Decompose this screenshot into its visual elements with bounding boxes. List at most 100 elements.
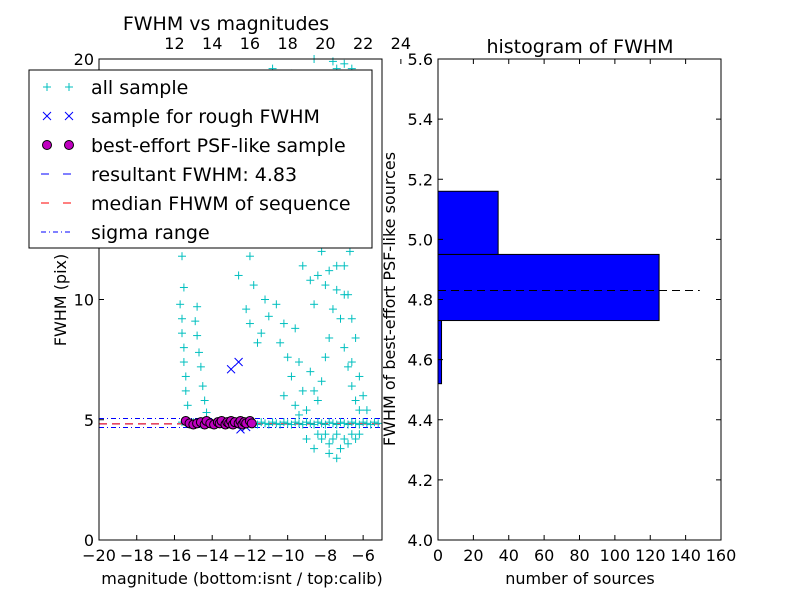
point-all-sample	[179, 283, 188, 292]
point-all-sample	[306, 276, 315, 285]
histogram-bar	[437, 320, 443, 385]
point-all-sample	[345, 247, 354, 256]
point-rough-sample	[226, 364, 236, 374]
point-all-sample	[194, 348, 203, 357]
legend-marker-x	[42, 111, 74, 121]
point-all-sample	[321, 281, 330, 290]
point-all-sample	[347, 418, 356, 427]
point-all-sample	[245, 319, 254, 328]
left-top-tick-label: 16	[240, 34, 260, 53]
legend-label-resultant-fwhm: resultant FWHM: 4.83	[91, 164, 297, 186]
left-x-tick-label: −16	[158, 546, 192, 565]
right-y-tick-label: 5.0	[408, 230, 433, 249]
right-panel: histogram of FWHM 0 20 40 60 80 100 120 140 160 …	[380, 36, 736, 588]
left-y-tick-label: 0	[84, 531, 94, 550]
left-x-tick-label: −18	[120, 546, 154, 565]
point-all-sample	[325, 333, 334, 342]
left-y-tick-label: 5	[84, 411, 94, 430]
point-all-sample	[359, 391, 368, 400]
point-all-sample	[249, 281, 258, 290]
left-x-tick-label: −14	[195, 546, 229, 565]
point-all-sample	[325, 418, 334, 427]
right-x-tick-label: 40	[499, 546, 519, 565]
point-all-sample	[279, 418, 288, 427]
point-all-sample	[179, 343, 188, 352]
point-all-sample	[294, 358, 303, 367]
right-y-axis: 4.0 4.2 4.4 4.6 4.8 5.0 5.2 5.4 5.6	[408, 50, 721, 550]
histogram-bars	[437, 190, 660, 385]
point-all-sample	[268, 418, 277, 427]
point-all-sample	[336, 314, 345, 323]
point-all-sample	[302, 406, 311, 415]
point-all-sample	[253, 338, 262, 347]
point-all-sample	[325, 266, 334, 275]
point-all-sample	[328, 419, 337, 428]
right-x-tick-label: 120	[635, 546, 666, 565]
right-x-tick-label: 100	[600, 546, 631, 565]
legend-entry-sigma-range: sigma range	[41, 222, 210, 244]
point-all-sample	[306, 419, 315, 428]
point-all-sample	[317, 434, 326, 443]
point-all-sample	[294, 419, 303, 428]
legend-label-all-sample: all sample	[91, 77, 188, 99]
point-all-sample	[347, 382, 356, 391]
left-top-tick-label: 22	[353, 34, 373, 53]
left-title: FWHM vs magnitudes	[123, 13, 329, 35]
point-all-sample	[332, 454, 341, 463]
point-all-sample	[321, 353, 330, 362]
point-all-sample	[294, 410, 303, 419]
legend-box	[28, 69, 373, 249]
right-y-label: FWHM of best-effort PSF-like sources	[380, 152, 399, 446]
right-y-tick-label: 4.2	[408, 471, 433, 490]
point-all-sample	[245, 252, 254, 261]
left-x-tick-label: −20	[82, 546, 116, 565]
right-x-label: number of sources	[505, 569, 655, 588]
point-all-sample	[317, 377, 326, 386]
right-y-tick-label: 4.4	[408, 411, 433, 430]
point-all-sample	[347, 314, 356, 323]
point-all-sample	[328, 434, 337, 443]
legend-entry-resultant-fwhm: resultant FWHM: 4.83	[41, 164, 297, 186]
point-all-sample	[332, 261, 341, 270]
legend-entry-rough-sample: sample for rough FWHM	[42, 106, 320, 128]
right-x-tick-label: 60	[534, 546, 554, 565]
right-x-tick-label: 160	[706, 546, 737, 565]
right-y-tick-label: 5.2	[408, 170, 433, 189]
point-all-sample	[321, 430, 330, 439]
legend-label-sigma-range: sigma range	[91, 222, 210, 244]
point-all-sample	[198, 382, 207, 391]
right-x-axis: 0 20 40 60 80 100 120 140 160	[433, 59, 736, 565]
point-all-sample	[351, 333, 360, 342]
right-x-tick-label: 140	[670, 546, 701, 565]
point-all-sample	[257, 329, 266, 338]
right-y-tick-label: 4.0	[408, 531, 433, 550]
point-all-sample	[193, 302, 202, 311]
point-all-sample	[374, 419, 383, 428]
point-all-sample	[310, 386, 319, 395]
point-all-sample	[261, 419, 270, 428]
point-all-sample	[178, 329, 187, 338]
point-all-sample	[257, 418, 266, 427]
left-x-tick-label: −10	[271, 546, 305, 565]
point-all-sample	[340, 419, 349, 428]
point-all-sample	[340, 290, 349, 299]
point-all-sample	[317, 247, 326, 256]
point-all-sample	[317, 419, 326, 428]
right-y-tick-label: 4.6	[408, 351, 433, 370]
point-all-sample	[351, 396, 360, 405]
point-all-sample	[279, 391, 288, 400]
left-y-label: FWHM (pix)	[51, 254, 70, 347]
point-all-sample	[234, 271, 243, 280]
left-y-axis: 0 5 10 20	[74, 50, 104, 550]
point-all-sample	[291, 324, 300, 333]
point-all-sample	[351, 434, 360, 443]
point-all-sample	[340, 59, 349, 68]
point-all-sample	[351, 419, 360, 428]
right-x-tick-label: 0	[433, 546, 443, 565]
left-y-tick-label: 20	[74, 50, 94, 69]
left-top-tick-label: 14	[202, 34, 222, 53]
point-all-sample	[313, 271, 322, 280]
point-all-sample	[355, 372, 364, 381]
point-all-sample	[298, 386, 307, 395]
point-all-sample	[179, 358, 188, 367]
